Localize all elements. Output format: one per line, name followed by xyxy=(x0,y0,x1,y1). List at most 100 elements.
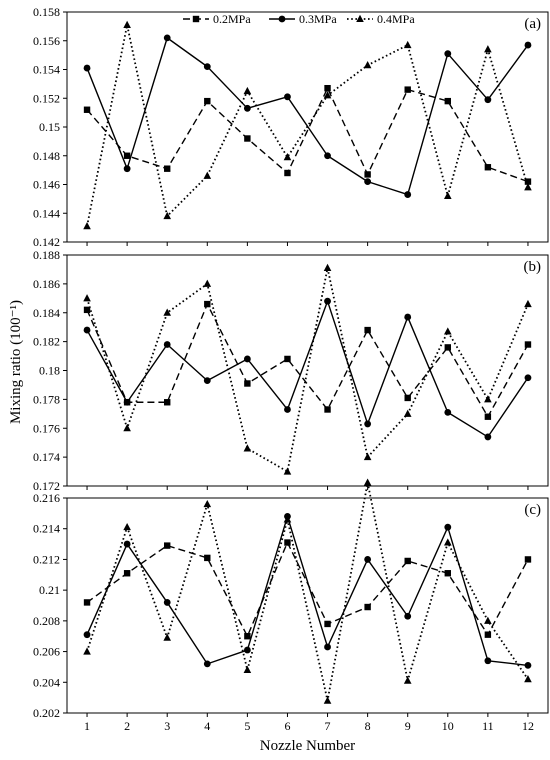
y-tick-label-p1-4: 0.148 xyxy=(33,149,60,163)
marker-circle-p2-s2 xyxy=(203,377,211,385)
series-line-p1-0.2MPa xyxy=(86,87,529,183)
x-tick-label-5: 5 xyxy=(244,719,250,733)
marker-square-p2-s1 xyxy=(404,394,411,402)
marker-square-p1-s1 xyxy=(83,106,91,113)
y-tick-label-p1-6: 0.152 xyxy=(33,91,60,105)
marker-triangle-p1-s3 xyxy=(163,211,172,220)
marker-square-p2-s1 xyxy=(364,326,371,334)
legend-label-3: 0.4MPa xyxy=(377,12,415,26)
y-tick-label-p1-5: 0.15 xyxy=(39,120,60,134)
marker-square-p3-s1 xyxy=(123,570,131,577)
y-tick-label-p3-5: 0.21 xyxy=(39,583,60,597)
marker-circle-p2-s2 xyxy=(284,406,291,413)
marker-square-p2-s1 xyxy=(204,300,211,308)
series-line-p3-0.4MPa xyxy=(86,481,529,702)
marker-circle-p2-s2 xyxy=(83,326,91,334)
marker-square-p1-s1 xyxy=(444,97,451,105)
marker-circle-p1-s2 xyxy=(364,178,372,186)
marker-square-p3-s1 xyxy=(364,603,371,611)
marker-circle-p3-s2 xyxy=(444,523,452,531)
x-tick-label-6: 6 xyxy=(284,719,290,733)
x-tick-label-7: 7 xyxy=(325,719,331,733)
marker-square-p2-s1 xyxy=(324,406,331,413)
series-line-p2-0.2MPa xyxy=(86,303,529,418)
marker-triangle-p2-s3 xyxy=(203,279,212,287)
y-tick-label-p3-4: 0.208 xyxy=(33,614,60,628)
marker-triangle-p3-s3 xyxy=(203,499,212,508)
legend-label-2: 0.3MPa xyxy=(299,12,337,26)
marker-triangle-p1-s3 xyxy=(484,45,492,53)
marker-triangle-p1-s3 xyxy=(323,91,332,99)
y-tick-label-p1-2: 0.144 xyxy=(33,206,60,220)
marker-square-p2-s1 xyxy=(164,399,171,406)
marker-triangle-p2-s3 xyxy=(123,424,131,432)
marker-square-p3-s1 xyxy=(244,633,251,640)
marker-square-p2-s1 xyxy=(83,306,91,314)
marker-square-p3-s1 xyxy=(83,599,91,606)
marker-circle-p3-s2 xyxy=(123,540,131,548)
marker-triangle-p1-s3 xyxy=(443,191,452,199)
series-line-p3-0.2MPa xyxy=(86,541,529,637)
x-tick-label-2: 2 xyxy=(124,719,130,733)
marker-triangle-p3-s3 xyxy=(123,522,131,531)
marker-triangle-p2-s3 xyxy=(403,409,412,417)
y-tick-label-p3-3: 0.206 xyxy=(33,645,60,659)
legend-marker-3 xyxy=(356,14,364,22)
series-line-p2-0.3MPa xyxy=(86,300,529,438)
marker-square-p2-s1 xyxy=(284,355,291,363)
marker-square-p1-s1 xyxy=(284,169,291,177)
series-line-p2-0.4MPa xyxy=(86,267,529,473)
marker-square-p2-s1 xyxy=(524,341,532,348)
marker-triangle-p2-s3 xyxy=(323,263,332,271)
marker-square-p3-s1 xyxy=(164,542,171,549)
legend-marker-1 xyxy=(192,15,200,23)
y-tick-label-p2-1: 0.172 xyxy=(33,479,60,493)
marker-square-p3-s1 xyxy=(324,620,331,628)
marker-square-p3-s1 xyxy=(204,554,211,562)
y-tick-label-p3-8: 0.216 xyxy=(33,491,60,505)
marker-triangle-p2-s3 xyxy=(484,395,492,403)
marker-square-p2-s1 xyxy=(444,344,451,351)
marker-square-p3-s1 xyxy=(284,539,291,546)
marker-square-p3-s1 xyxy=(524,556,532,563)
marker-triangle-p2-s3 xyxy=(283,467,292,475)
x-tick-label-4: 4 xyxy=(204,719,210,733)
marker-triangle-p3-s3 xyxy=(363,478,372,486)
marker-triangle-p2-s3 xyxy=(524,299,532,308)
x-tick-label-11: 11 xyxy=(482,719,494,733)
marker-circle-p3-s2 xyxy=(524,661,532,669)
x-tick-label-9: 9 xyxy=(405,719,411,733)
marker-circle-p1-s2 xyxy=(404,191,412,198)
x-tick-label-1: 1 xyxy=(84,719,90,733)
marker-square-p2-s1 xyxy=(244,380,251,387)
marker-square-p1-s1 xyxy=(244,135,251,142)
marker-triangle-p3-s3 xyxy=(83,647,91,655)
marker-circle-p2-s2 xyxy=(163,341,171,348)
marker-triangle-p2-s3 xyxy=(443,327,452,335)
y-tick-label-p2-8: 0.186 xyxy=(33,277,60,291)
marker-circle-p2-s2 xyxy=(404,313,412,321)
y-tick-label-p2-7: 0.184 xyxy=(33,306,60,320)
y-tick-label-p3-2: 0.204 xyxy=(33,675,60,689)
marker-square-p3-s1 xyxy=(484,631,492,638)
series-line-p1-0.4MPa xyxy=(86,24,529,227)
marker-circle-p3-s2 xyxy=(243,646,251,654)
y-axis-title: Mixing ratio (100⁻¹) xyxy=(8,300,24,424)
marker-triangle-p1-s3 xyxy=(524,183,532,191)
y-tick-label-p2-5: 0.18 xyxy=(39,364,60,378)
marker-triangle-p1-s3 xyxy=(123,20,131,28)
marker-circle-p1-s2 xyxy=(243,104,251,112)
y-tick-label-p1-7: 0.154 xyxy=(33,63,60,77)
marker-circle-p1-s2 xyxy=(324,152,331,160)
marker-square-p3-s1 xyxy=(444,570,451,577)
y-tick-label-p3-6: 0.212 xyxy=(33,552,60,566)
marker-square-p1-s1 xyxy=(123,152,131,159)
marker-triangle-p2-s3 xyxy=(243,444,252,452)
marker-triangle-p3-s3 xyxy=(484,616,492,624)
marker-triangle-p3-s3 xyxy=(403,676,412,684)
marker-square-p2-s1 xyxy=(484,413,492,420)
marker-circle-p3-s2 xyxy=(163,599,171,606)
marker-circle-p1-s2 xyxy=(203,63,211,71)
